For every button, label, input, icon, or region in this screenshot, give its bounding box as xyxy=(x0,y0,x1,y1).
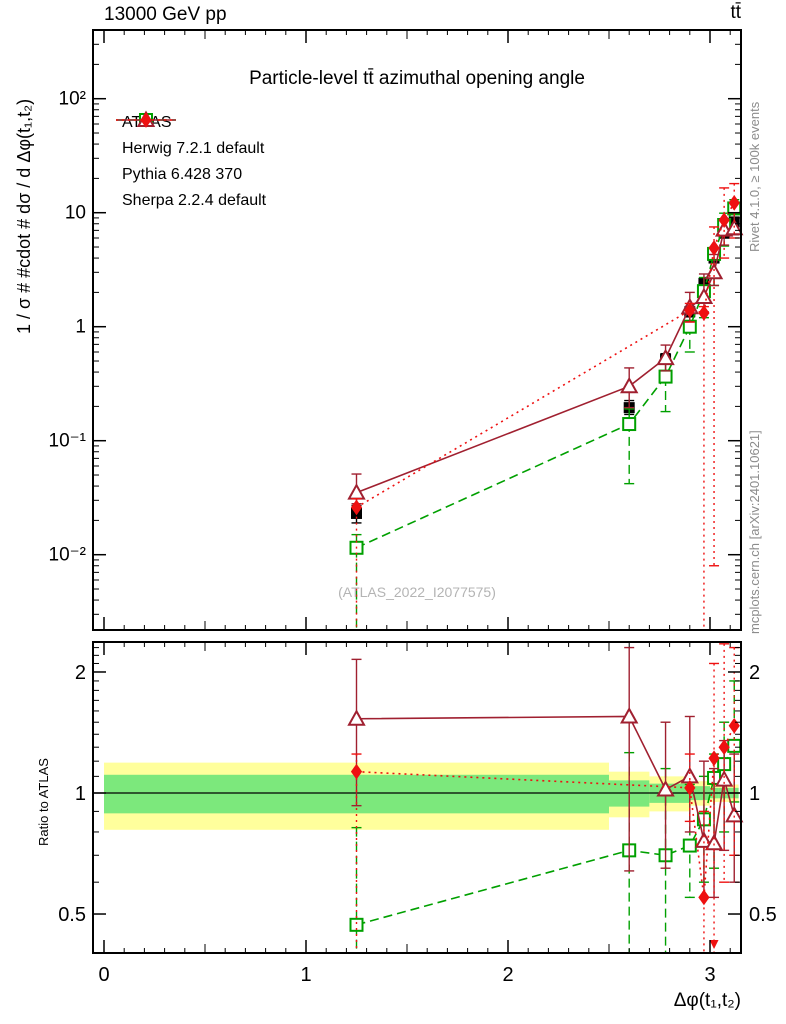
main-series-Pythia xyxy=(347,211,744,505)
legend-item-pythia: Pythia 6.428 370 xyxy=(112,110,266,188)
ratio-panel-frame xyxy=(92,641,742,954)
legend-label: Sherpa 2.2.4 default xyxy=(122,192,267,209)
main-y-axis-label: 1 / σ # #cdot # dσ / d Δφ(t₁,t₂) xyxy=(14,98,34,334)
header-beam-energy: 13000 GeV pp xyxy=(104,4,227,25)
watermark: (ATLAS_2022_I2077575) xyxy=(338,584,496,600)
side-note-mcplots: mcplots.cern.ch [arXiv:2401.10621] xyxy=(747,430,762,634)
main-y-tick-label: 1 xyxy=(75,317,86,338)
legend-label: Herwig 7.2.1 default xyxy=(122,140,265,157)
legend-label: Pythia 6.428 370 xyxy=(122,166,243,183)
ratio-y-tick-label: 2 xyxy=(75,662,86,684)
ratio-y-tick-label: 0.5 xyxy=(749,904,777,926)
main-series-Herwig xyxy=(349,199,742,629)
main-panel-frame xyxy=(92,29,742,631)
main-y-tick-label: 10² xyxy=(59,89,86,110)
legend-item-herwig: Herwig 7.2.1 default xyxy=(112,113,266,162)
ratio-series-Sherpa xyxy=(350,643,740,952)
x-tick-label: 1 xyxy=(300,964,311,986)
side-note-rivet: Rivet 4.1.0, ≥ 100k events xyxy=(747,101,762,252)
header-process: tt̄ xyxy=(730,2,741,23)
x-tick-label: 0 xyxy=(98,964,109,986)
ratio-y-tick-label: 1 xyxy=(75,783,86,805)
ratio-y-tick-label: 0.5 xyxy=(58,904,86,926)
main-y-tick-label: 10 xyxy=(65,203,86,224)
ratio-y-tick-label: 2 xyxy=(749,662,760,684)
x-tick-label: 2 xyxy=(502,964,513,986)
ratio-y-tick-label: 1 xyxy=(749,783,760,805)
main-series-Sherpa xyxy=(350,182,740,629)
plot-title: Particle-level tt̄ azimuthal opening ang… xyxy=(249,68,585,89)
legend-marker-sherpa xyxy=(116,112,176,128)
ratio-y-axis-label: Ratio to ATLAS xyxy=(36,758,51,846)
ratio-uncertainty-bands xyxy=(104,762,739,830)
main-y-tick-label: 10⁻¹ xyxy=(49,431,87,452)
x-tick-label: 3 xyxy=(704,964,715,986)
legend-item-sherpa: Sherpa 2.2.4 default xyxy=(112,112,267,214)
x-axis-label: Δφ(t₁,t₂) xyxy=(673,990,741,1011)
main-y-tick-label: 10⁻² xyxy=(49,545,87,566)
